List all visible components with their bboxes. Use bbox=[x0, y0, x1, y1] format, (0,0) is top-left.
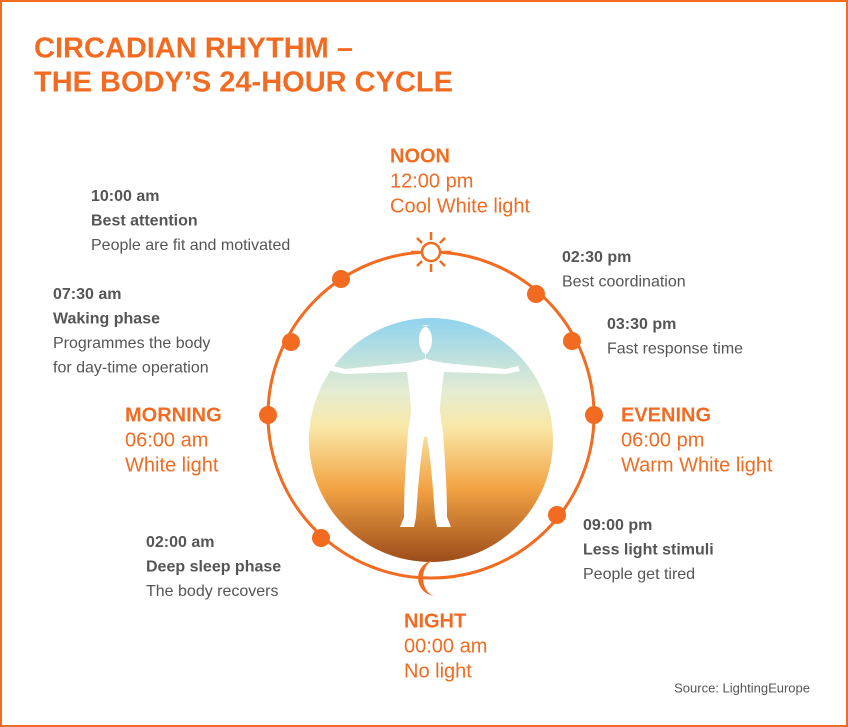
event-time: 10:00 am bbox=[91, 188, 160, 205]
sun-icon bbox=[411, 232, 451, 272]
event-text: Programmes the body bbox=[53, 335, 210, 352]
phase-name: EVENING bbox=[621, 404, 711, 426]
phase-name: NIGHT bbox=[404, 610, 466, 632]
event-time: 03:30 pm bbox=[607, 316, 676, 333]
phase-light: White light bbox=[125, 454, 219, 476]
title: CIRCADIAN RHYTHM – bbox=[34, 33, 353, 65]
event-time: 07:30 am bbox=[53, 286, 122, 303]
source: Source: LightingEurope bbox=[674, 680, 810, 695]
event-heading: Less light stimuli bbox=[583, 542, 714, 559]
phase-time: 06:00 pm bbox=[621, 429, 704, 451]
phase-name: NOON bbox=[390, 145, 450, 167]
infographic: CIRCADIAN RHYTHM – THE BODY’S 24-HOUR CY… bbox=[0, 0, 848, 727]
title: THE BODY’S 24-HOUR CYCLE bbox=[34, 67, 453, 99]
event-text: Fast response time bbox=[607, 341, 743, 358]
event-text: Best coordination bbox=[562, 274, 686, 291]
event-time: 09:00 pm bbox=[583, 517, 652, 534]
event-text: for day-time operation bbox=[53, 360, 209, 377]
phase-time: 00:00 am bbox=[404, 635, 487, 657]
event-heading: Deep sleep phase bbox=[146, 559, 281, 576]
event-time: 02:00 am bbox=[146, 534, 215, 551]
phase-light: Cool White light bbox=[390, 195, 531, 217]
event-text: People get tired bbox=[583, 566, 695, 583]
event-text: People are fit and motivated bbox=[91, 237, 290, 254]
event-heading: Best attention bbox=[91, 213, 198, 230]
event-text: The body recovers bbox=[146, 583, 279, 600]
event-time: 02:30 pm bbox=[562, 249, 631, 266]
phase-light: No light bbox=[404, 660, 472, 682]
phase-time: 12:00 pm bbox=[390, 170, 473, 192]
phase-time: 06:00 am bbox=[125, 429, 208, 451]
event-heading: Waking phase bbox=[53, 311, 160, 328]
phase-name: MORNING bbox=[125, 404, 222, 426]
phase-light: Warm White light bbox=[621, 454, 773, 476]
